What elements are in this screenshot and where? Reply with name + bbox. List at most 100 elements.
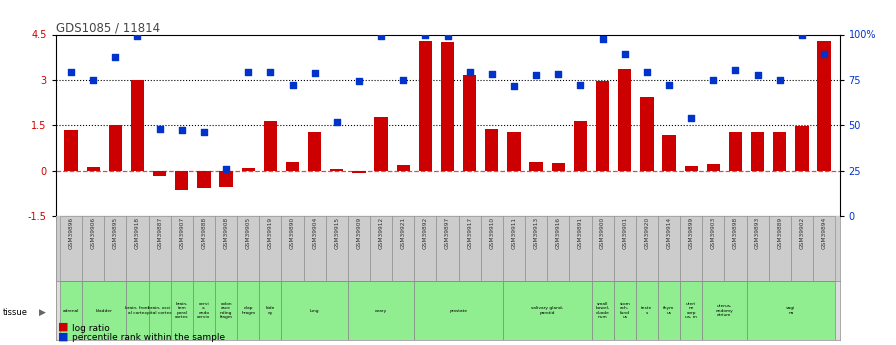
Bar bbox=[525, 216, 547, 282]
Text: GSM39921: GSM39921 bbox=[401, 217, 406, 249]
Point bbox=[507, 83, 521, 89]
Bar bbox=[618, 69, 632, 171]
Text: lung: lung bbox=[310, 308, 320, 313]
Bar bbox=[126, 282, 149, 340]
Point bbox=[462, 70, 477, 75]
Text: ■: ■ bbox=[58, 332, 69, 342]
Bar bbox=[773, 132, 787, 171]
Bar bbox=[82, 282, 126, 340]
Text: GSM39912: GSM39912 bbox=[379, 217, 383, 249]
Text: GSM39889: GSM39889 bbox=[777, 217, 782, 249]
Text: log ratio: log ratio bbox=[72, 324, 109, 333]
Text: GSM39907: GSM39907 bbox=[179, 217, 185, 249]
Text: GSM39911: GSM39911 bbox=[512, 217, 516, 249]
Point bbox=[706, 77, 720, 82]
Bar bbox=[330, 169, 343, 171]
Text: ■: ■ bbox=[58, 322, 69, 332]
Point bbox=[219, 166, 233, 171]
Text: GSM39910: GSM39910 bbox=[489, 217, 495, 249]
Bar bbox=[87, 167, 99, 171]
Bar bbox=[308, 132, 322, 171]
Bar bbox=[436, 216, 459, 282]
Bar bbox=[149, 282, 171, 340]
Bar bbox=[131, 80, 144, 171]
Bar bbox=[791, 216, 813, 282]
Text: percentile rank within the sample: percentile rank within the sample bbox=[72, 333, 225, 342]
Bar bbox=[636, 282, 658, 340]
Point bbox=[617, 51, 632, 57]
Bar bbox=[259, 216, 281, 282]
Text: GSM39890: GSM39890 bbox=[290, 217, 295, 249]
Point bbox=[485, 71, 499, 77]
Text: GSM39901: GSM39901 bbox=[622, 217, 627, 249]
Text: GSM39914: GSM39914 bbox=[667, 217, 671, 249]
Text: GSM39918: GSM39918 bbox=[135, 217, 140, 249]
Point bbox=[263, 70, 278, 75]
Text: GSM39894: GSM39894 bbox=[822, 217, 826, 249]
Bar bbox=[746, 282, 835, 340]
Bar bbox=[503, 216, 525, 282]
Bar bbox=[751, 132, 764, 171]
Text: GSM39909: GSM39909 bbox=[357, 217, 361, 249]
Point bbox=[441, 33, 454, 39]
Bar bbox=[259, 282, 281, 340]
Point bbox=[175, 128, 189, 133]
Point bbox=[330, 119, 344, 124]
Text: tissue: tissue bbox=[3, 308, 28, 317]
Text: diap
hragm: diap hragm bbox=[241, 306, 255, 315]
Point bbox=[551, 71, 565, 76]
Bar bbox=[352, 171, 366, 173]
Bar bbox=[220, 171, 233, 187]
Text: GSM39892: GSM39892 bbox=[423, 217, 428, 249]
Bar bbox=[547, 216, 569, 282]
Bar bbox=[286, 162, 299, 171]
Bar bbox=[503, 282, 591, 340]
Text: kidn
ey: kidn ey bbox=[266, 306, 275, 315]
Text: GSM39899: GSM39899 bbox=[689, 217, 694, 249]
Point bbox=[529, 72, 543, 77]
Point bbox=[751, 73, 765, 78]
Bar bbox=[348, 282, 414, 340]
Bar bbox=[304, 216, 326, 282]
Text: GSM39919: GSM39919 bbox=[268, 217, 273, 249]
Bar bbox=[596, 81, 609, 171]
Bar bbox=[530, 162, 543, 171]
Text: salivary gland,
parotid: salivary gland, parotid bbox=[531, 306, 564, 315]
Point bbox=[352, 79, 366, 84]
Bar bbox=[707, 164, 720, 171]
Bar bbox=[171, 282, 193, 340]
Bar bbox=[636, 216, 658, 282]
Bar bbox=[552, 163, 565, 171]
Point bbox=[728, 68, 743, 73]
Text: stom
ach,
fund
us: stom ach, fund us bbox=[619, 302, 630, 319]
Text: thym
us: thym us bbox=[663, 306, 675, 315]
Text: GSM39915: GSM39915 bbox=[334, 217, 340, 249]
Bar bbox=[108, 125, 122, 171]
Text: GSM39902: GSM39902 bbox=[799, 217, 805, 249]
Bar bbox=[375, 117, 388, 171]
Point bbox=[684, 115, 698, 121]
Point bbox=[197, 129, 211, 134]
Bar bbox=[237, 216, 259, 282]
Bar bbox=[126, 216, 149, 282]
Bar bbox=[193, 216, 215, 282]
Bar bbox=[149, 216, 171, 282]
Bar bbox=[326, 216, 348, 282]
Text: small
bowel,
duode
num: small bowel, duode num bbox=[596, 302, 610, 319]
Text: GSM39887: GSM39887 bbox=[157, 217, 162, 249]
Bar bbox=[171, 216, 193, 282]
Bar bbox=[175, 171, 188, 190]
Text: GSM39891: GSM39891 bbox=[578, 217, 583, 249]
Text: cervi
x,
endo
cervix: cervi x, endo cervix bbox=[197, 302, 211, 319]
Text: GSM39898: GSM39898 bbox=[733, 217, 738, 249]
Text: prostate: prostate bbox=[450, 308, 468, 313]
Bar bbox=[60, 216, 82, 282]
Bar bbox=[348, 216, 370, 282]
Text: GSM39913: GSM39913 bbox=[534, 217, 538, 249]
Bar bbox=[104, 216, 126, 282]
Text: brain, front
al cortex: brain, front al cortex bbox=[125, 306, 150, 315]
Bar bbox=[153, 171, 167, 176]
Bar bbox=[82, 216, 104, 282]
Point bbox=[130, 33, 144, 39]
Text: GSM39896: GSM39896 bbox=[69, 217, 73, 249]
